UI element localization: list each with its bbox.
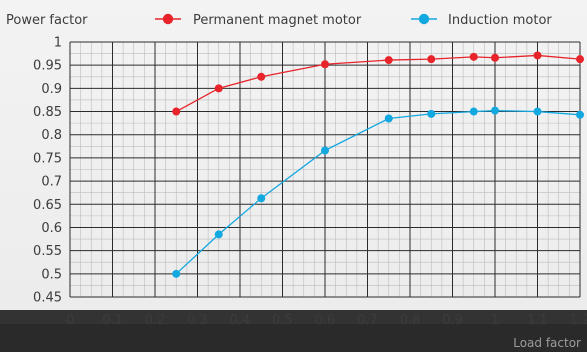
y-tick-label: 0.65 bbox=[33, 198, 62, 213]
x-tick-label: 0.5 bbox=[272, 313, 293, 328]
x-tick-label: 0.4 bbox=[230, 313, 251, 328]
series-layer bbox=[172, 51, 584, 278]
x-tick-label: 0 bbox=[66, 313, 74, 328]
legend-marker-permanent-magnet bbox=[162, 13, 174, 25]
x-tick-label: 1.2 bbox=[570, 313, 587, 328]
y-tick-label: 0.8 bbox=[41, 128, 62, 143]
legend: Permanent magnet motor Induction motor bbox=[155, 13, 552, 28]
data-point-permanent-magnet bbox=[427, 55, 436, 64]
y-tick-label: 1 bbox=[54, 36, 62, 51]
data-point-induction bbox=[257, 194, 266, 203]
data-point-induction bbox=[491, 106, 499, 115]
data-point-induction bbox=[321, 146, 329, 155]
data-point-induction bbox=[214, 230, 223, 239]
y-axis-label: Power factor bbox=[6, 13, 88, 28]
data-point-permanent-magnet bbox=[172, 107, 181, 116]
legend-label-induction: Induction motor bbox=[448, 13, 552, 28]
x-axis-label: Load factor bbox=[513, 336, 581, 350]
y-tick-label: 0.45 bbox=[33, 291, 62, 306]
y-tick-label: 0.6 bbox=[41, 221, 62, 236]
series-line-induction bbox=[175, 109, 581, 275]
y-tick-label: 0.85 bbox=[33, 105, 62, 120]
x-tick-label: 0.7 bbox=[357, 313, 378, 328]
data-point-induction bbox=[533, 107, 542, 116]
x-tick-label: 0.9 bbox=[442, 313, 463, 328]
data-point-permanent-magnet bbox=[533, 51, 542, 60]
y-tick-labels: 0.45 0.5 0.55 0.6 0.65 0.7 0.75 0.8 0.85 0.9 0.95 1 bbox=[33, 36, 62, 306]
data-point-permanent-magnet bbox=[491, 53, 499, 62]
data-point-permanent-magnet bbox=[469, 52, 478, 61]
x-tick-labels: 0 0.1 0.2 0.3 0.4 0.5 0.6 0.7 0.8 0.9 1 1.1 1.2 bbox=[66, 313, 587, 328]
legend-label-permanent-magnet: Permanent magnet motor bbox=[193, 13, 362, 28]
x-tick-label: 0.2 bbox=[145, 313, 166, 328]
y-tick-label: 0.9 bbox=[41, 82, 62, 97]
x-tick-label: 0.6 bbox=[315, 313, 336, 328]
x-tick-label: 0.3 bbox=[187, 313, 208, 328]
data-point-permanent-magnet bbox=[321, 60, 329, 69]
data-point-permanent-magnet bbox=[384, 56, 393, 65]
y-tick-label: 0.95 bbox=[33, 59, 62, 74]
x-tick-label: 0.8 bbox=[400, 313, 421, 328]
data-point-permanent-magnet bbox=[214, 84, 223, 93]
data-point-induction bbox=[427, 109, 436, 118]
chart-background bbox=[0, 0, 587, 310]
legend-marker-induction bbox=[418, 13, 430, 25]
y-tick-label: 0.55 bbox=[33, 244, 62, 259]
data-point-induction bbox=[469, 107, 478, 116]
bottom-dark-band-highlight bbox=[0, 310, 587, 324]
major-grid bbox=[69, 41, 581, 298]
x-tick-label: 0.1 bbox=[102, 313, 123, 328]
x-tick-label: 1 bbox=[491, 313, 499, 328]
data-point-permanent-magnet bbox=[257, 72, 266, 81]
y-tick-label: 0.5 bbox=[41, 267, 62, 282]
series-line-permanent-magnet bbox=[175, 54, 581, 113]
data-point-permanent-magnet bbox=[576, 55, 584, 64]
data-point-induction bbox=[384, 114, 393, 123]
y-tick-label: 0.75 bbox=[33, 151, 62, 166]
x-tick-label: 1.1 bbox=[527, 313, 548, 328]
y-tick-label: 0.7 bbox=[41, 175, 62, 190]
data-point-induction bbox=[172, 269, 181, 278]
data-point-induction bbox=[576, 110, 584, 119]
